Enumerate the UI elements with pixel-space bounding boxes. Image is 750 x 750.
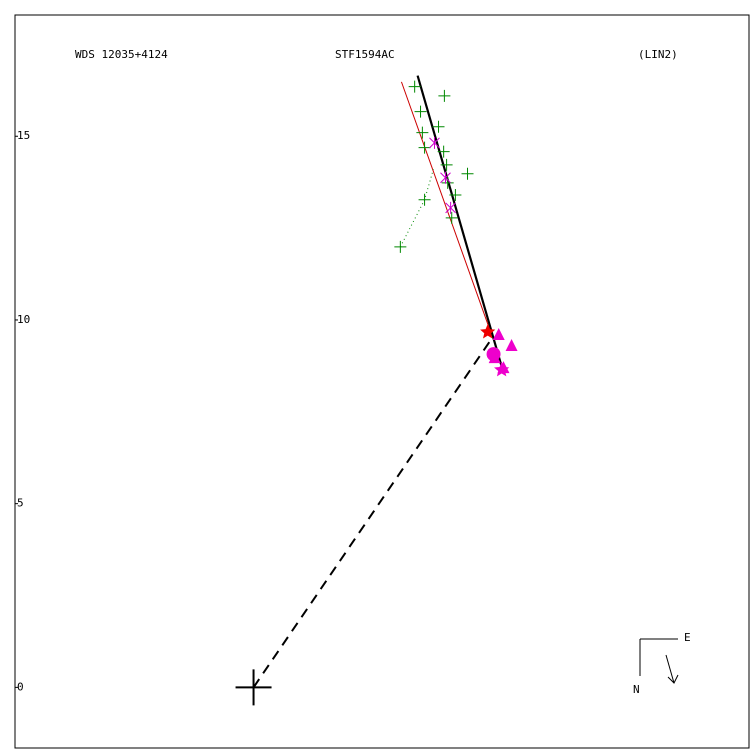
compass-arrow (665, 654, 675, 684)
y-tick-label: 0 (17, 680, 24, 693)
point-plus (437, 145, 450, 158)
point-plus (461, 167, 474, 180)
compass-n: N (633, 683, 640, 696)
point-plus (418, 141, 431, 154)
point-plus (440, 158, 453, 171)
point-triangle (492, 328, 505, 341)
point-plus (418, 193, 431, 206)
compass-arrowhead (667, 674, 679, 684)
point-plus (441, 176, 454, 189)
point-star (494, 361, 510, 377)
y-tick-label: 5 (17, 497, 24, 510)
point-cross (429, 136, 440, 149)
primary-star (235, 669, 272, 706)
point-cross (440, 171, 451, 184)
orbit-line (400, 81, 492, 333)
orbit-line (252, 339, 492, 688)
point-plus (394, 240, 407, 253)
point-plus (449, 189, 462, 202)
point-cross (445, 201, 456, 214)
pair-name: STF1594AC (335, 48, 395, 61)
orbit-line (416, 75, 505, 374)
point-circle (486, 347, 501, 362)
point-triangle (505, 339, 518, 352)
point-star (480, 324, 496, 339)
star-id: WDS 12035+4124 (75, 48, 168, 61)
point-plus (438, 89, 451, 102)
point-plus (416, 126, 429, 139)
point-plus (408, 80, 421, 93)
point-plus (414, 105, 427, 118)
point-plus (445, 211, 458, 224)
y-tick-label: 10 (17, 313, 30, 326)
orbit-line (399, 169, 434, 248)
orbit-ref: (LIN2) (638, 48, 678, 61)
y-tick-label: 15 (17, 129, 30, 142)
compass-e: E (684, 631, 691, 644)
frame (14, 14, 750, 749)
point-plus (432, 120, 445, 133)
compass: E N (633, 631, 691, 696)
